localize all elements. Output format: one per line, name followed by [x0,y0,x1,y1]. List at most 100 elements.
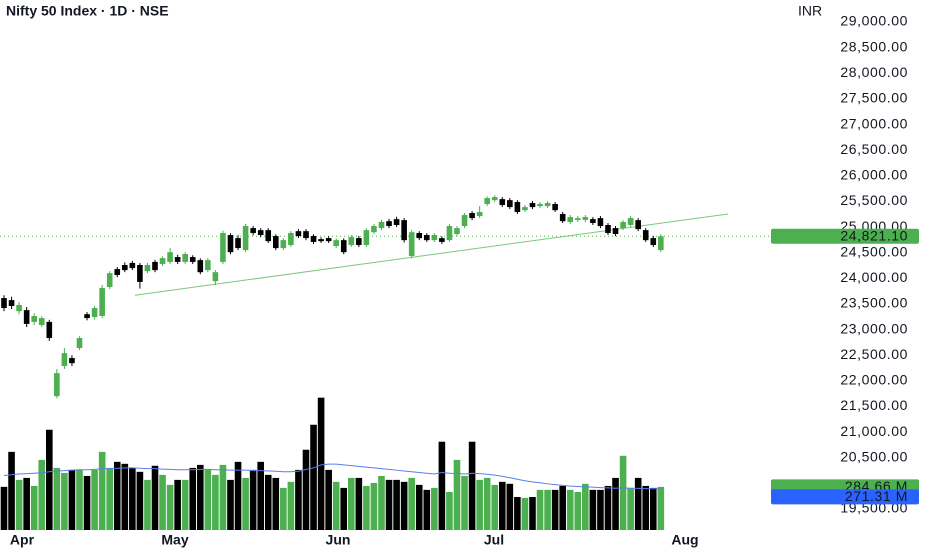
candle-body [574,218,581,220]
volume-bar [476,479,483,530]
candle-body [567,217,574,222]
candle-body [61,353,68,366]
candle-body [38,318,45,325]
candle-body [348,237,355,246]
candle-body [1,298,7,309]
volume-bar [589,489,597,530]
volume-bar [559,485,566,530]
volume-bar [249,469,257,530]
trend-line [134,213,729,296]
volume-bar [355,477,363,530]
last-price-label-box [771,228,919,244]
volume-bar [453,459,461,530]
volume-bar [325,469,332,530]
y-tick-label: 25,500.00 [840,192,908,208]
y-tick-label: 26,000.00 [840,167,908,183]
volume-bar [438,441,446,530]
volume-bar [295,469,302,530]
candle-body [544,202,551,207]
y-tick-label: 28,000.00 [840,64,908,80]
volume-ma-line [3,463,661,490]
candle-body [46,321,53,339]
candle-body [23,310,30,324]
volume-bar [506,483,514,530]
candle-body [491,197,498,201]
candle-body [590,219,596,223]
volume-bar [340,487,348,530]
candle-body [393,219,400,226]
volume-bar [649,487,657,530]
candle-body [272,236,279,249]
candle-body [235,238,241,249]
candle-body [174,257,181,262]
candle-body [514,201,521,212]
volume-bar [83,475,91,530]
candle-body [386,221,392,227]
volume-bar [61,472,68,530]
volume-ma-label: 271.31 M [845,488,908,504]
y-tick-label: 24,500.00 [840,243,908,259]
volume-bar [582,483,589,530]
candle-body [461,215,468,227]
candle-body [197,260,204,273]
candle-body [371,226,377,233]
candle-body [658,236,664,251]
candle-body [280,240,287,249]
candle-body [582,217,589,220]
candle-body [159,258,166,264]
candle-body [522,207,528,211]
candle-body [499,199,506,206]
volume-bar [264,474,272,530]
volume-bar [181,479,189,530]
volume-bar [619,455,627,530]
volume-bar [45,429,53,530]
candle-body [635,220,641,230]
volume-bar [91,469,98,530]
volume-bar [498,481,506,530]
candle-body [537,204,543,207]
candle-body [552,204,558,211]
volume-bar [159,474,166,530]
volume-bar [393,479,400,530]
candle-body [129,262,136,269]
candle-body [363,230,370,246]
candle-body [476,211,483,217]
volume-bar [23,477,30,530]
volume-bar [627,487,634,530]
volume-bar [129,467,136,530]
candle-body [76,338,83,349]
volume-bar [30,485,38,530]
volume-bar [634,477,642,530]
volume-bar [612,477,619,530]
candle-body [144,265,151,272]
volume-bar [8,451,15,530]
volume-bar [257,461,264,530]
volume-bar [332,481,340,530]
volume-bar [529,496,536,530]
y-tick-label: 26,500.00 [840,141,908,157]
candle-body [69,358,75,364]
candle-body [612,228,619,234]
candle-body [152,261,158,271]
candle-body [408,232,415,257]
candle-body [167,252,173,262]
volume-bar [370,482,378,530]
candle-body [439,238,445,242]
volume-bar [431,487,438,530]
y-tick-label: 28,500.00 [840,38,908,54]
volume-bar [212,474,219,530]
y-tick-label: 21,500.00 [840,397,908,413]
volume-bar [657,486,665,530]
volume-bar [317,397,325,530]
candle-body [182,253,188,262]
candle-body [54,373,60,397]
y-tick-label: 20,500.00 [840,448,908,464]
y-tick-label: 22,000.00 [840,372,908,388]
y-tick-label: 24,000.00 [840,269,908,285]
candle-body [620,221,626,229]
volume-bar [113,461,121,530]
x-tick-label: Apr [10,532,35,548]
y-tick-label: 29,000.00 [840,13,908,29]
volume-bar [196,464,204,530]
candle-body [401,220,407,241]
